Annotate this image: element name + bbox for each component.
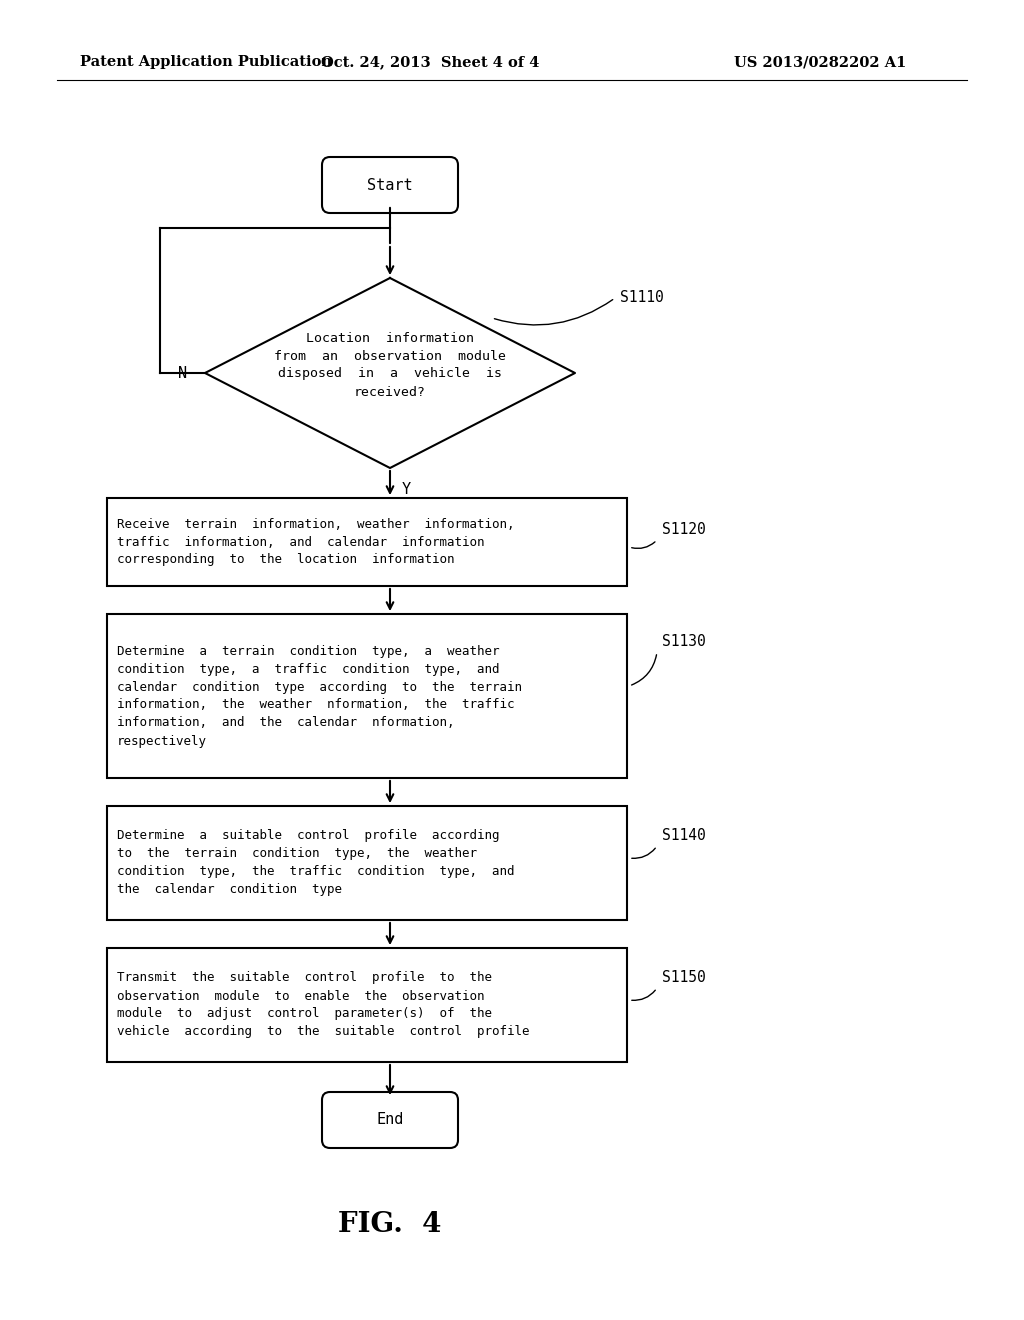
Text: Transmit  the  suitable  control  profile  to  the
observation  module  to  enab: Transmit the suitable control profile to… xyxy=(117,972,529,1039)
FancyBboxPatch shape xyxy=(106,614,627,777)
Text: Patent Application Publication: Patent Application Publication xyxy=(80,55,332,69)
Text: Oct. 24, 2013  Sheet 4 of 4: Oct. 24, 2013 Sheet 4 of 4 xyxy=(321,55,540,69)
Text: Receive  terrain  information,  weather  information,
traffic  information,  and: Receive terrain information, weather inf… xyxy=(117,517,514,566)
Text: N: N xyxy=(178,366,187,380)
Text: FIG.  4: FIG. 4 xyxy=(338,1212,441,1238)
FancyBboxPatch shape xyxy=(106,807,627,920)
FancyBboxPatch shape xyxy=(322,157,458,213)
Text: End: End xyxy=(376,1113,403,1127)
Text: S1150: S1150 xyxy=(662,970,706,986)
Text: S1110: S1110 xyxy=(620,290,664,305)
Text: Determine  a  suitable  control  profile  according
to  the  terrain  condition : Determine a suitable control profile acc… xyxy=(117,829,514,896)
FancyBboxPatch shape xyxy=(106,498,627,586)
Text: US 2013/0282202 A1: US 2013/0282202 A1 xyxy=(734,55,906,69)
Text: S1120: S1120 xyxy=(662,523,706,537)
Text: Y: Y xyxy=(401,483,411,498)
Text: Location  information
from  an  observation  module
disposed  in  a  vehicle  is: Location information from an observation… xyxy=(274,331,506,399)
Text: Determine  a  terrain  condition  type,  a  weather
condition  type,  a  traffic: Determine a terrain condition type, a we… xyxy=(117,644,522,747)
Text: S1140: S1140 xyxy=(662,829,706,843)
Text: S1130: S1130 xyxy=(662,635,706,649)
Text: Start: Start xyxy=(368,177,413,193)
FancyBboxPatch shape xyxy=(322,1092,458,1148)
FancyBboxPatch shape xyxy=(106,948,627,1063)
